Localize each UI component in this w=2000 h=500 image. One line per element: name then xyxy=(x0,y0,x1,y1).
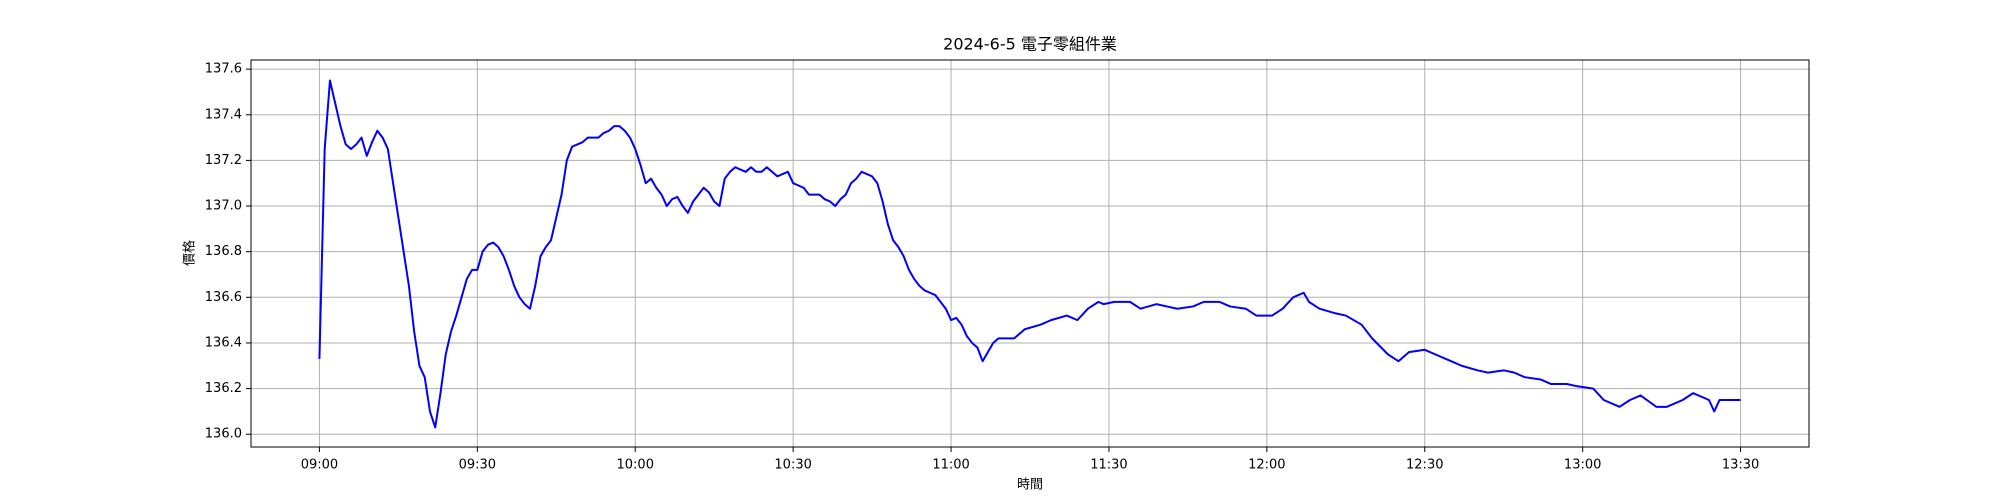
x-tick-label: 09:00 xyxy=(301,458,338,473)
x-tick-label: 11:30 xyxy=(1090,458,1127,473)
y-tick-label: 137.4 xyxy=(205,107,242,122)
x-tick-label: 13:30 xyxy=(1722,458,1759,473)
y-tick-label: 137.0 xyxy=(205,199,242,214)
y-tick-label: 137.6 xyxy=(205,62,242,77)
x-tick-label: 12:30 xyxy=(1406,458,1443,473)
x-tick-label: 10:00 xyxy=(617,458,654,473)
y-tick-label: 136.4 xyxy=(205,335,242,350)
y-tick-label: 136.0 xyxy=(205,427,242,442)
y-tick-label: 137.2 xyxy=(205,153,242,168)
price-line xyxy=(318,79,1741,429)
y-tick-label: 136.6 xyxy=(205,290,242,305)
plot-frame xyxy=(250,59,1810,448)
y-tick-label: 136.2 xyxy=(205,381,242,396)
y-tick-label: 136.8 xyxy=(205,244,242,259)
y-axis-label: 價格 xyxy=(182,240,198,266)
chart-title: 2024-6-5 電子零組件業 xyxy=(943,35,1117,54)
x-tick-label: 10:30 xyxy=(774,458,811,473)
x-tick-label: 09:30 xyxy=(459,458,496,473)
x-tick-label: 11:00 xyxy=(932,458,969,473)
x-axis-label: 時間 xyxy=(1017,478,1043,493)
x-tick-label: 13:00 xyxy=(1564,458,1601,473)
x-tick-label: 12:00 xyxy=(1248,458,1285,473)
